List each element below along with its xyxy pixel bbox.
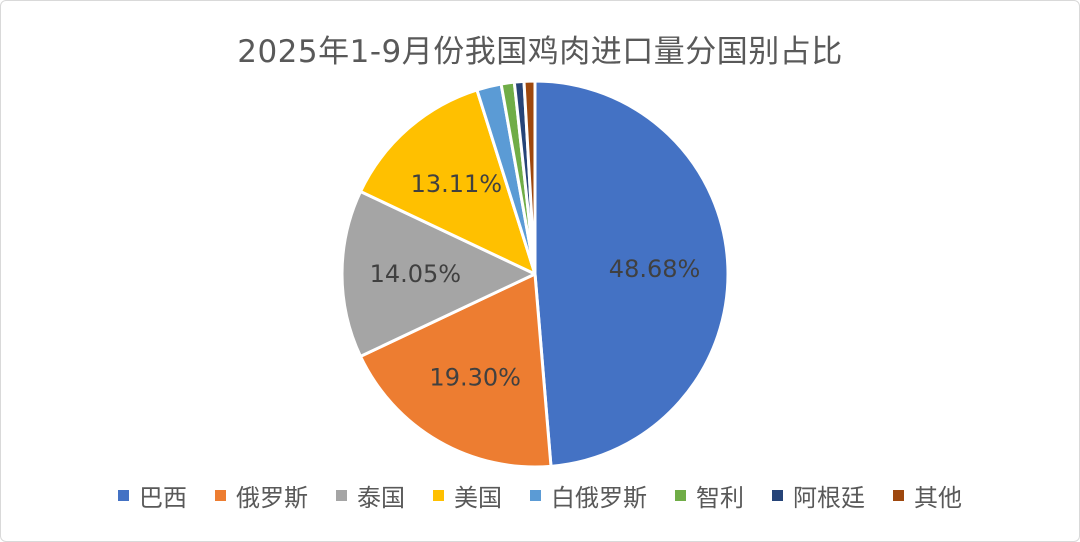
legend-item-2: 俄罗斯	[215, 478, 308, 513]
legend-item-6: 智利	[675, 478, 744, 513]
pie-slices	[340, 79, 730, 469]
legend-item-7: 阿根廷	[772, 478, 865, 513]
legend-label: 其他	[914, 484, 962, 512]
legend-label: 白俄罗斯	[551, 484, 647, 512]
pie-slice-1	[533, 79, 730, 468]
chart-title: 2025年1-9月份我国鸡肉进口量分国别占比	[237, 34, 843, 70]
legend-label: 智利	[696, 484, 744, 512]
pie-slice-8	[522, 79, 537, 276]
legend-label: 美国	[454, 484, 502, 512]
legend-swatch	[118, 490, 129, 501]
chart-legend: 巴西 俄罗斯 泰国 美国 白俄罗斯 智利 阿根廷 其他	[0, 478, 1080, 513]
legend-item-3: 泰国	[336, 478, 405, 513]
legend-item-8: 其他	[893, 478, 962, 513]
legend-label: 阿根廷	[793, 484, 865, 512]
legend-swatch	[336, 490, 347, 501]
data-label-3: 14.05%	[370, 260, 462, 288]
legend-label: 巴西	[139, 484, 187, 512]
pie-slice-2	[358, 272, 553, 469]
legend-swatch	[772, 490, 783, 501]
legend-item-4: 美国	[433, 478, 502, 513]
legend-swatch	[530, 490, 541, 501]
legend-item-1: 巴西	[118, 478, 187, 513]
legend-swatch	[893, 490, 904, 501]
data-label-1: 48.68%	[609, 255, 701, 283]
pie-data-labels: 48.68% 19.30% 14.05% 13.11%	[370, 170, 701, 392]
legend-swatch	[215, 490, 226, 501]
pie-slice-3	[340, 189, 537, 358]
legend-item-5: 白俄罗斯	[530, 478, 647, 513]
data-label-2: 19.30%	[429, 364, 521, 392]
legend-swatch	[675, 490, 686, 501]
legend-label: 泰国	[357, 484, 405, 512]
legend-label: 俄罗斯	[236, 484, 308, 512]
legend-swatch	[433, 490, 444, 501]
data-label-4: 13.11%	[411, 170, 503, 198]
